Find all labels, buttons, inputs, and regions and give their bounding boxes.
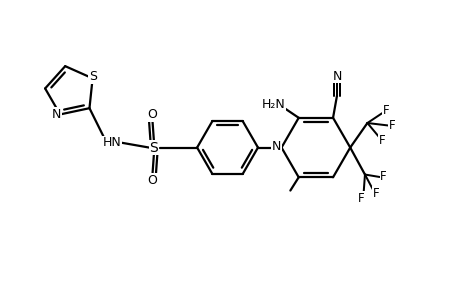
Text: S: S — [89, 70, 97, 83]
Text: N: N — [331, 70, 341, 83]
Text: F: F — [357, 192, 364, 205]
Text: N: N — [51, 108, 61, 121]
Text: O: O — [147, 108, 157, 121]
Text: N: N — [271, 140, 281, 153]
Text: H₂N: H₂N — [261, 98, 285, 111]
Text: O: O — [147, 174, 157, 187]
Text: F: F — [380, 170, 386, 184]
Text: F: F — [382, 104, 388, 117]
Text: HN: HN — [103, 136, 121, 149]
Text: F: F — [378, 134, 385, 147]
Text: F: F — [388, 119, 394, 132]
Text: S: S — [149, 140, 158, 154]
Text: F: F — [372, 187, 378, 200]
